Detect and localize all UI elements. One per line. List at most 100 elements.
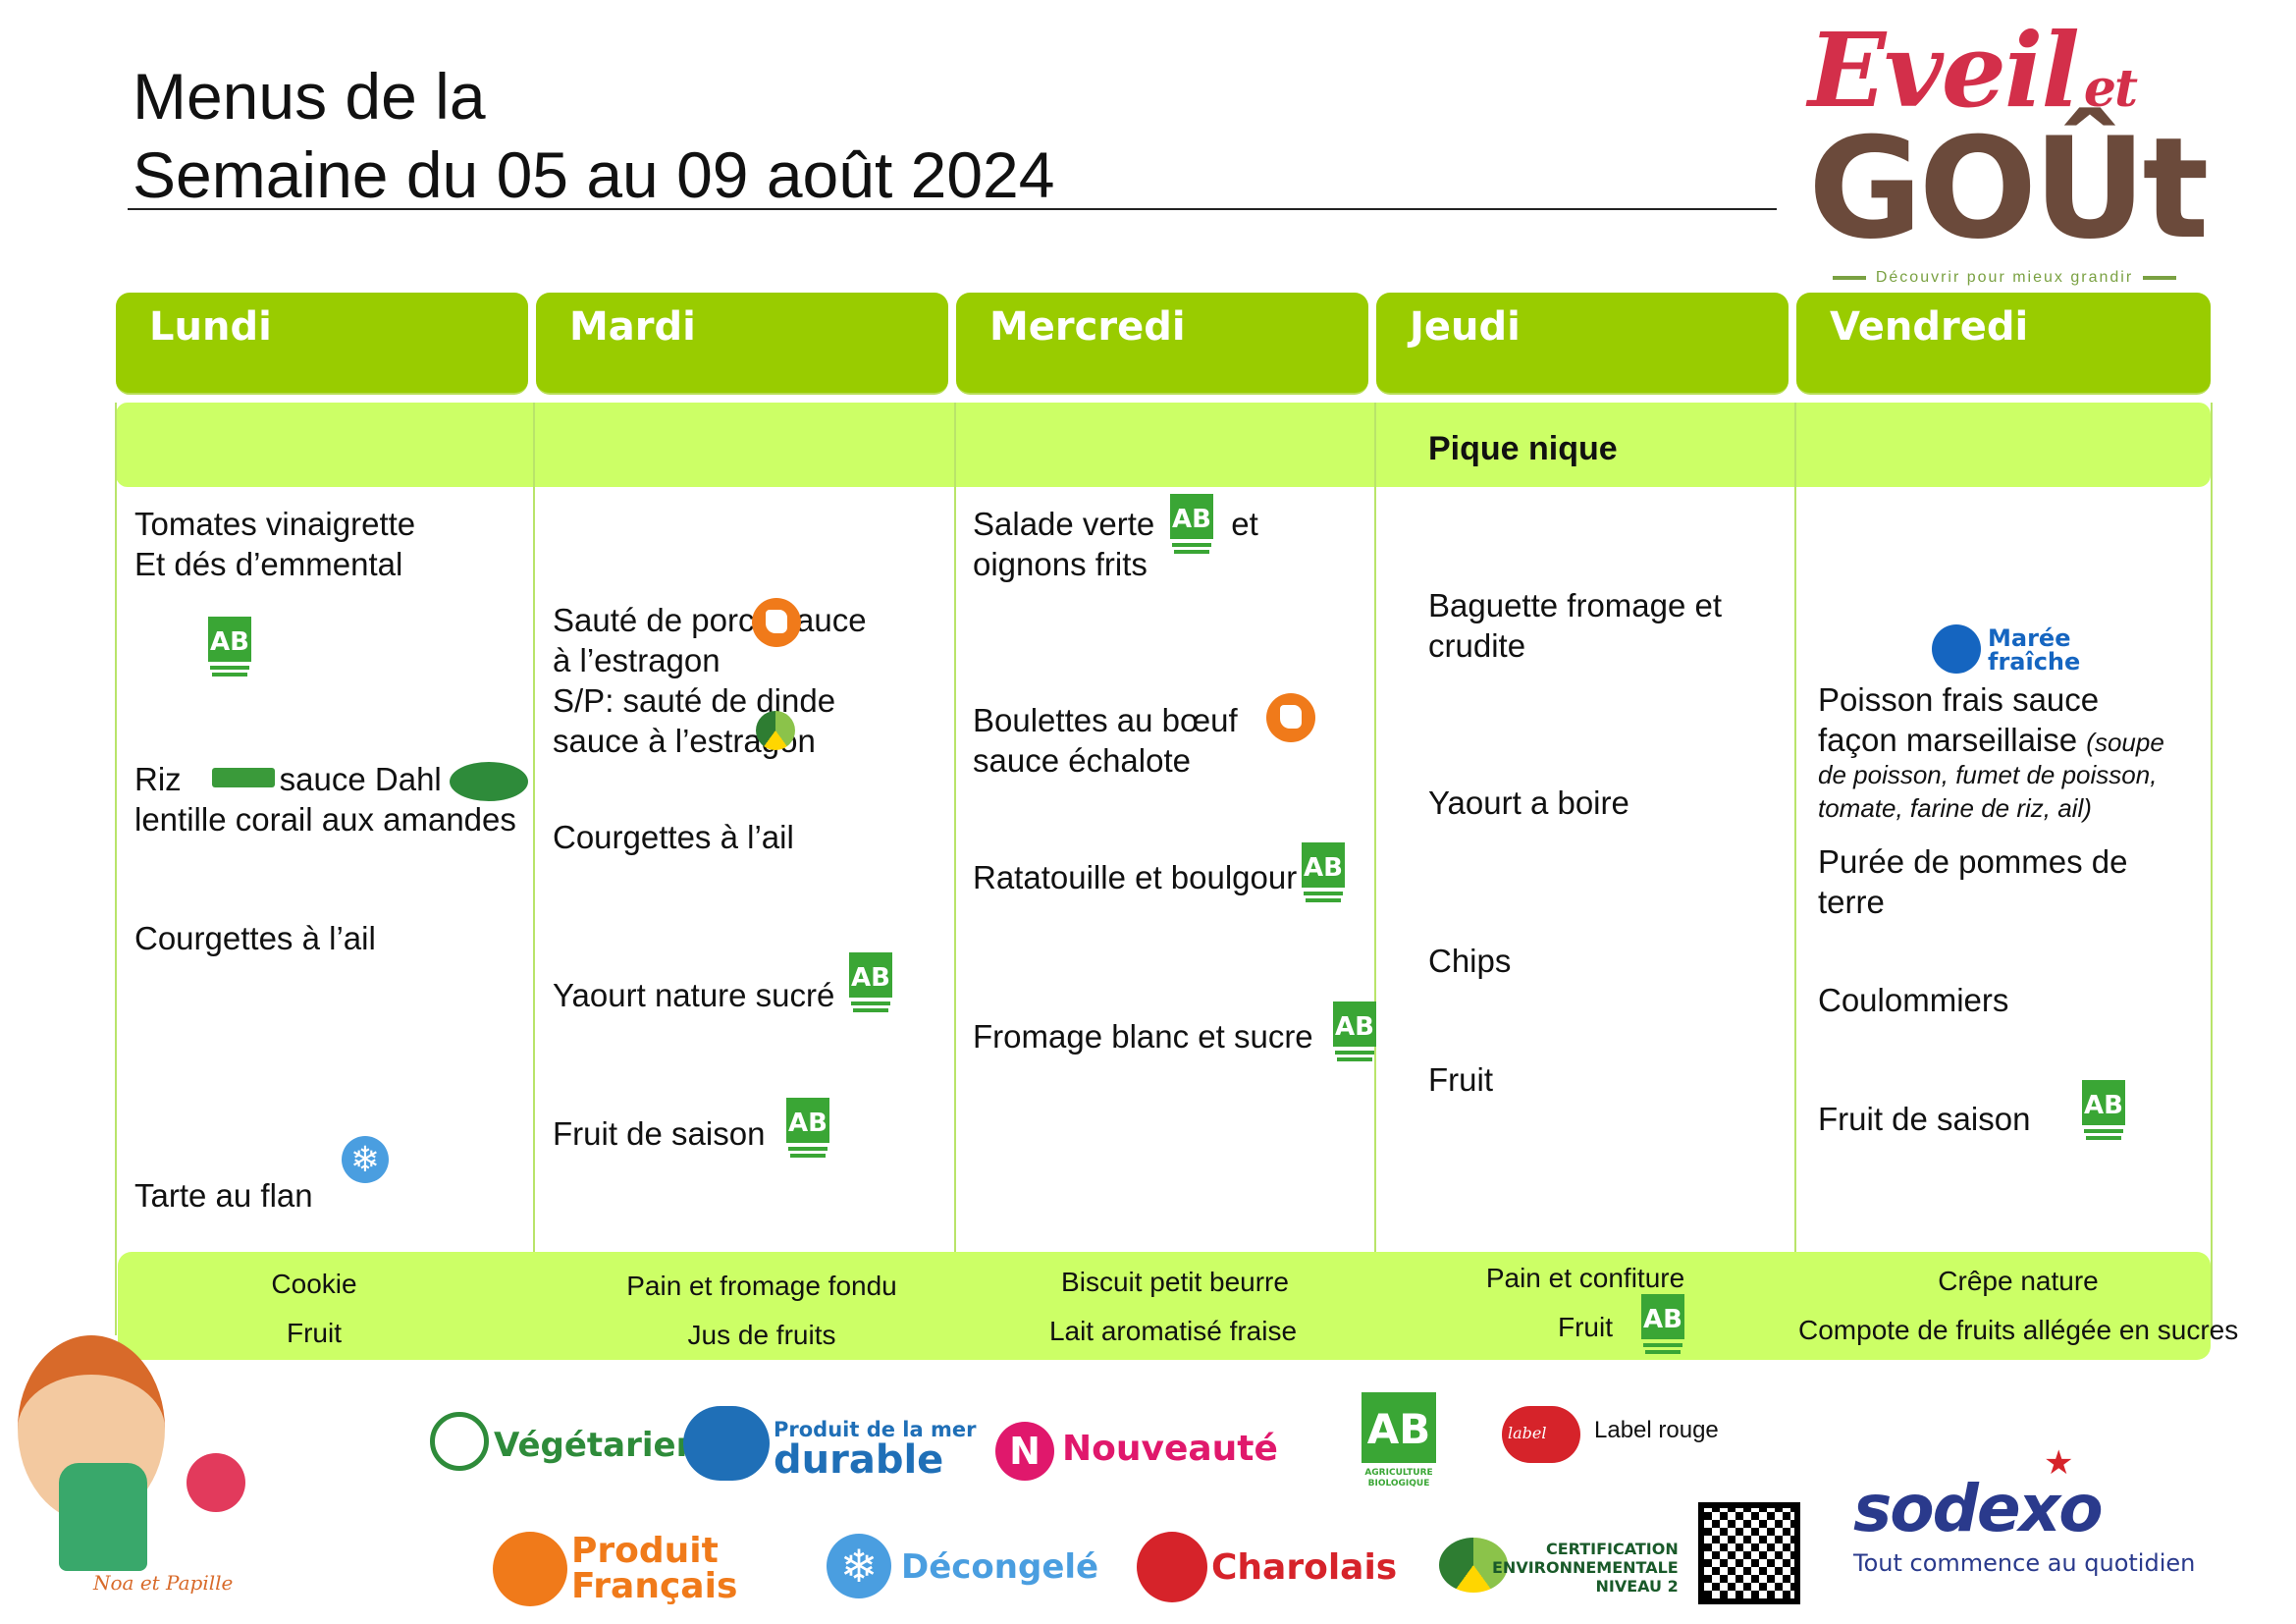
mardi-side: Courgettes à l’ail bbox=[553, 819, 794, 855]
title-line-1: Menus de la bbox=[133, 60, 486, 133]
legend-produit-line1: Produit bbox=[571, 1531, 719, 1571]
logo-word-et: et bbox=[2083, 59, 2138, 119]
ab-bio-icon: AB bbox=[786, 1098, 829, 1158]
label-rouge-legend-icon: label bbox=[1502, 1406, 1580, 1463]
svg-text:AB: AB bbox=[2084, 1091, 2123, 1120]
svg-text:AB: AB bbox=[210, 627, 249, 657]
decongele-icon: ❄ bbox=[342, 1136, 389, 1183]
legend-cert-line2: ENVIRONNEMENTALE bbox=[1492, 1558, 1679, 1577]
eveil-et-gout-logo: Eveil et bbox=[1808, 10, 2138, 137]
mardi-main-porc: Sauté de porc bbox=[553, 602, 755, 638]
maree-fraiche-line1: Marée bbox=[1988, 624, 2071, 652]
charolais-legend-icon bbox=[1137, 1532, 1207, 1602]
legend-charolais: Charolais bbox=[1211, 1547, 1398, 1588]
svg-text:AB: AB bbox=[1643, 1305, 1682, 1334]
column-divider bbox=[533, 403, 535, 1335]
day-label-vendredi: Vendredi bbox=[1830, 304, 2029, 350]
svg-text:AB: AB bbox=[1304, 853, 1343, 883]
legend-nouveaute: Nouveauté bbox=[1062, 1429, 1278, 1469]
jeudi-main-line2: crudite bbox=[1428, 627, 1526, 664]
produit-francais-icon bbox=[752, 598, 801, 647]
logo-tagline: Découvrir pour mieux grandir bbox=[1808, 269, 2201, 287]
snack-jeudi-2: Fruit bbox=[1558, 1312, 1613, 1342]
mercredi-dessert: Fromage blanc et sucre bbox=[973, 1018, 1313, 1055]
legend-produit-francais: Produit Français bbox=[571, 1534, 737, 1604]
lundi-main-sauce: sauce Dahl bbox=[279, 761, 442, 797]
mardi-main-line4: sauce à l’estragon bbox=[553, 723, 816, 759]
lundi-main: Riz sauce Dahl lentille corail aux amande… bbox=[134, 759, 516, 839]
day-header-lundi: Lundi bbox=[116, 293, 528, 395]
jeudi-main-line1: Baguette fromage et bbox=[1428, 587, 1723, 623]
svg-text:AB: AB bbox=[1335, 1012, 1374, 1042]
certification-legend-icon bbox=[1439, 1538, 1508, 1593]
vendredi-main-line2: façon marseillaise bbox=[1818, 722, 2078, 758]
vegetarien-legend-icon bbox=[430, 1412, 489, 1471]
svg-text:AB: AB bbox=[1172, 505, 1211, 534]
column-divider bbox=[2211, 403, 2213, 1335]
page-title: Menus de la Semaine du 05 au 09 août 202… bbox=[133, 57, 1054, 214]
mardi-main-line2: à l’estragon bbox=[553, 642, 721, 678]
column-divider bbox=[115, 403, 117, 1335]
snack-lundi-2: Fruit bbox=[287, 1318, 342, 1348]
day-header-mercredi: Mercredi bbox=[956, 293, 1368, 395]
mercredi-starter-et: et bbox=[1231, 506, 1258, 542]
lundi-side: Courgettes à l’ail bbox=[134, 920, 376, 956]
jeudi-side: Chips bbox=[1428, 943, 1512, 979]
lundi-main-riz: Riz bbox=[134, 761, 182, 797]
legend-decongele: Décongelé bbox=[901, 1547, 1099, 1587]
snack-mardi-2: Jus de fruits bbox=[687, 1320, 836, 1350]
vendredi-main: Poisson frais sauce façon marseillaise (… bbox=[1818, 679, 2164, 760]
legend-mer-line1: Produit de la mer bbox=[774, 1418, 977, 1441]
decongele-legend-icon: ❄ bbox=[827, 1534, 891, 1598]
legend-certification: CERTIFICATION ENVIRONNEMENTALE NIVEAU 2 bbox=[1492, 1540, 1679, 1596]
vendredi-main-note2: de poisson, fumet de poisson, bbox=[1818, 760, 2158, 789]
qr-code[interactable] bbox=[1698, 1502, 1800, 1604]
vendredi-main-line1: Poisson frais sauce bbox=[1818, 681, 2100, 718]
vendredi-side: Purée de pommes de terre bbox=[1818, 841, 2128, 922]
ab-bio-legend-icon: AB AGRICULTURE BIOLOGIQUE bbox=[1362, 1392, 1436, 1487]
legend-mer-line2: durable bbox=[774, 1437, 944, 1483]
certification-environnementale-icon bbox=[756, 711, 795, 750]
legend-label-rouge: Label rouge bbox=[1594, 1417, 1719, 1443]
ab-bio-icon: AB bbox=[1333, 1001, 1376, 1061]
ab-bio-icon: AB bbox=[1302, 842, 1345, 902]
column-divider bbox=[954, 403, 956, 1335]
mercredi-main: Boulettes au bœuf sauce échalote bbox=[973, 700, 1238, 781]
title-line-2: Semaine du 05 au 09 août 2024 bbox=[133, 138, 1055, 211]
day-label-jeudi: Jeudi bbox=[1410, 304, 1521, 350]
mardi-main: Sauté de porc sauce à l’estragon S/P: sau… bbox=[553, 600, 867, 761]
day-label-mercredi: Mercredi bbox=[989, 304, 1186, 350]
starter-band bbox=[116, 403, 2211, 487]
day-header-mardi: Mardi bbox=[536, 293, 948, 395]
nouveaute-legend-icon: N bbox=[995, 1422, 1054, 1481]
mercredi-main-line2: sauce échalote bbox=[973, 742, 1191, 779]
sodexo-logo: sodexo bbox=[1853, 1471, 2104, 1546]
snack-jeudi-1: Pain et confiture bbox=[1485, 1263, 1685, 1293]
sodexo-star-icon: ★ bbox=[2044, 1444, 2074, 1482]
jeudi-dairy: Yaourt a boire bbox=[1428, 785, 1629, 821]
mascot-papille-illustration bbox=[187, 1453, 245, 1512]
legend-cert-line3: NIVEAU 2 bbox=[1595, 1577, 1679, 1596]
lundi-starter: Tomates vinaigrette Et dés d’emmental bbox=[134, 504, 415, 584]
mascot-body bbox=[59, 1463, 147, 1571]
jeudi-dessert: Fruit bbox=[1428, 1061, 1493, 1098]
mardi-dessert: Fruit de saison bbox=[553, 1115, 766, 1152]
mascot-name: Noa et Papille bbox=[93, 1571, 234, 1595]
vendredi-dessert: Fruit de saison bbox=[1818, 1101, 2031, 1137]
svg-text:AB: AB bbox=[851, 963, 890, 993]
snack-mercredi-2: Lait aromatisé fraise bbox=[1048, 1316, 1298, 1346]
maree-fraiche-icon bbox=[1932, 624, 1981, 674]
vendredi-main-ingredients: de poisson, fumet de poisson, tomate, fa… bbox=[1818, 758, 2157, 825]
ab-bio-icon: AB bbox=[208, 617, 251, 677]
produit-francais-icon bbox=[1266, 693, 1315, 742]
snack-vendredi-1: Crêpe nature bbox=[1938, 1266, 2099, 1296]
snack-vendredi-2: Compote de fruits allégée en sucres bbox=[1798, 1315, 2239, 1345]
day-header-vendredi: Vendredi bbox=[1796, 293, 2211, 395]
pique-nique-note: Pique nique bbox=[1428, 430, 1618, 467]
ab-legend-line3: BIOLOGIQUE bbox=[1368, 1479, 1430, 1487]
legend-cert-line1: CERTIFICATION bbox=[1545, 1540, 1679, 1558]
lundi-dessert: Tarte au flan bbox=[134, 1177, 313, 1214]
ab-bio-icon: AB bbox=[849, 952, 892, 1012]
sodexo-tagline: Tout commence au quotidien bbox=[1853, 1549, 2196, 1577]
logo-tagline-text: Découvrir pour mieux grandir bbox=[1875, 269, 2134, 286]
